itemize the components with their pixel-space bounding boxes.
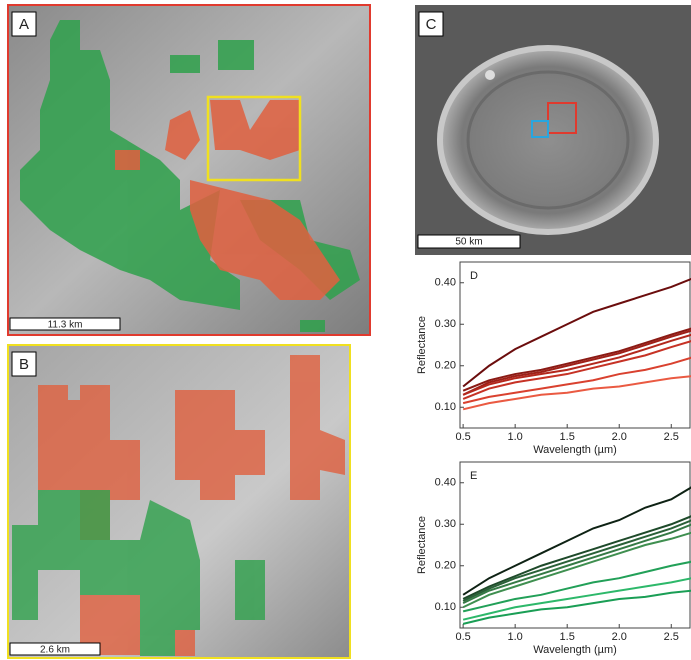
y-tick-label: 0.30 xyxy=(435,518,456,530)
spectrum-line xyxy=(463,279,691,387)
y-tick-label: 0.40 xyxy=(435,477,456,489)
panel-label: E xyxy=(470,470,477,482)
panel-c: C 50 km xyxy=(415,5,691,255)
panel-b: B 2.6 km xyxy=(8,345,350,658)
spectrum-line xyxy=(463,591,691,624)
y-tick-label: 0.10 xyxy=(435,401,456,413)
x-tick-label: 1.0 xyxy=(508,431,523,443)
y-tick-label: 0.30 xyxy=(435,318,456,330)
y-tick-label: 0.40 xyxy=(435,277,456,289)
spectrum-line xyxy=(463,487,691,595)
small-crater xyxy=(485,70,495,80)
panel-label: A xyxy=(19,16,29,33)
x-tick-label: 2.5 xyxy=(664,631,679,643)
y-tick-label: 0.10 xyxy=(435,601,456,613)
x-tick-label: 1.5 xyxy=(560,431,575,443)
scale-bar-label: 11.3 km xyxy=(48,320,83,331)
x-axis-label: Wavelength (µm) xyxy=(533,644,617,656)
x-tick-label: 0.5 xyxy=(455,631,470,643)
y-axis-label: Reflectance xyxy=(416,316,428,374)
panel-a: A 11.3 km xyxy=(8,5,370,335)
x-tick-label: 2.5 xyxy=(664,431,679,443)
panel-label: C xyxy=(426,16,437,33)
x-axis-label: Wavelength (µm) xyxy=(533,444,617,456)
spectrum-line xyxy=(463,562,691,612)
panel-label: D xyxy=(470,270,478,282)
x-tick-label: 2.0 xyxy=(612,631,627,643)
x-tick-label: 1.0 xyxy=(508,631,523,643)
y-tick-label: 0.20 xyxy=(435,560,456,572)
scale-bar-label: 2.6 km xyxy=(40,645,70,656)
y-axis-label: Reflectance xyxy=(416,516,428,574)
crater xyxy=(440,48,656,232)
y-tick-label: 0.20 xyxy=(435,360,456,372)
figure: A 11.3 km B 2.6 km C 50 km 0.1 xyxy=(0,0,691,660)
x-tick-label: 0.5 xyxy=(455,431,470,443)
panel-label: B xyxy=(19,356,29,373)
x-tick-label: 1.5 xyxy=(560,631,575,643)
page: A 11.3 km B 2.6 km C 50 km 0.1 xyxy=(0,0,691,660)
x-tick-label: 2.0 xyxy=(612,431,627,443)
scale-bar-label: 50 km xyxy=(455,237,482,248)
